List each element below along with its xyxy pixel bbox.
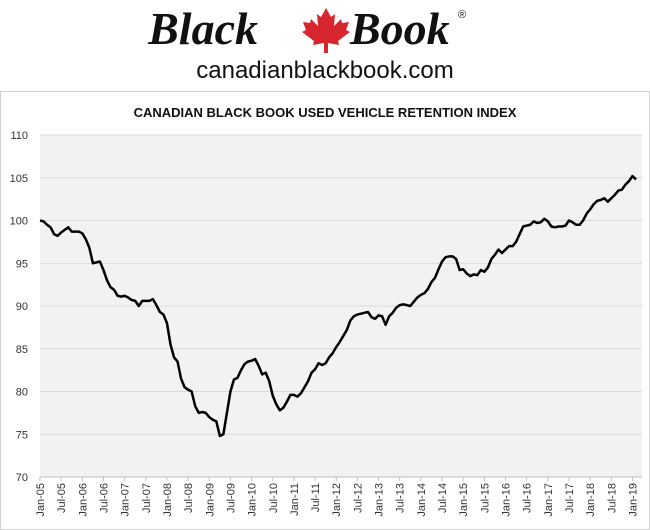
x-tick-label: Jan-05 — [35, 483, 47, 517]
y-tick-label: 70 — [16, 472, 28, 484]
chart-title: CANADIAN BLACK BOOK USED VEHICLE RETENTI… — [134, 105, 517, 120]
x-tick-label: Jan-10 — [247, 483, 259, 517]
x-tick-label: Jul-11 — [310, 483, 322, 512]
x-tick-label: Jul-08 — [183, 483, 195, 513]
x-tick-label: Jul-17 — [564, 483, 576, 513]
x-tick-label: Jan-14 — [416, 483, 428, 517]
x-tick-label: Jan-16 — [501, 483, 513, 517]
y-tick-label: 90 — [16, 301, 28, 313]
x-tick-label: Jul-10 — [268, 483, 280, 513]
y-tick-label: 95 — [16, 258, 28, 270]
x-tick-label: Jan-07 — [120, 483, 132, 517]
x-tick-label: Jan-19 — [627, 483, 639, 517]
y-tick-label: 105 — [10, 173, 28, 185]
logo-right: Book — [349, 3, 450, 54]
x-tick-label: Jan-17 — [543, 483, 555, 517]
y-tick-label: 80 — [16, 387, 28, 399]
x-tick-label: Jan-08 — [162, 483, 174, 517]
x-tick-label: Jul-16 — [522, 483, 534, 513]
x-tick-label: Jul-09 — [225, 483, 237, 513]
x-tick-label: Jan-18 — [585, 483, 597, 517]
x-tick-label: Jul-18 — [606, 483, 618, 513]
x-tick-label: Jan-11 — [289, 483, 301, 516]
y-tick-label: 75 — [16, 429, 28, 441]
logo-mark: ® — [458, 9, 466, 21]
logo-left: Black — [147, 3, 258, 54]
x-tick-label: Jul-06 — [98, 483, 110, 513]
x-tick-label: Jul-05 — [56, 483, 68, 513]
x-tick-label: Jul-14 — [437, 483, 449, 513]
y-tick-label: 110 — [10, 130, 28, 142]
x-tick-label: Jul-07 — [141, 483, 153, 513]
x-tick-label: Jan-09 — [204, 483, 216, 517]
y-tick-label: 85 — [16, 344, 28, 356]
maple-leaf — [302, 8, 350, 53]
x-tick-label: Jan-06 — [77, 483, 89, 517]
website: canadianblackbook.com — [196, 57, 454, 84]
x-tick-label: Jul-15 — [479, 483, 491, 513]
x-tick-label: Jul-12 — [352, 483, 364, 513]
x-tick-label: Jan-12 — [331, 483, 343, 517]
x-tick-label: Jan-15 — [458, 483, 470, 517]
x-tick-label: Jan-13 — [374, 483, 386, 517]
data-line — [39, 174, 637, 438]
x-tick-label: Jul-13 — [395, 483, 407, 513]
y-tick-label: 100 — [10, 216, 28, 228]
